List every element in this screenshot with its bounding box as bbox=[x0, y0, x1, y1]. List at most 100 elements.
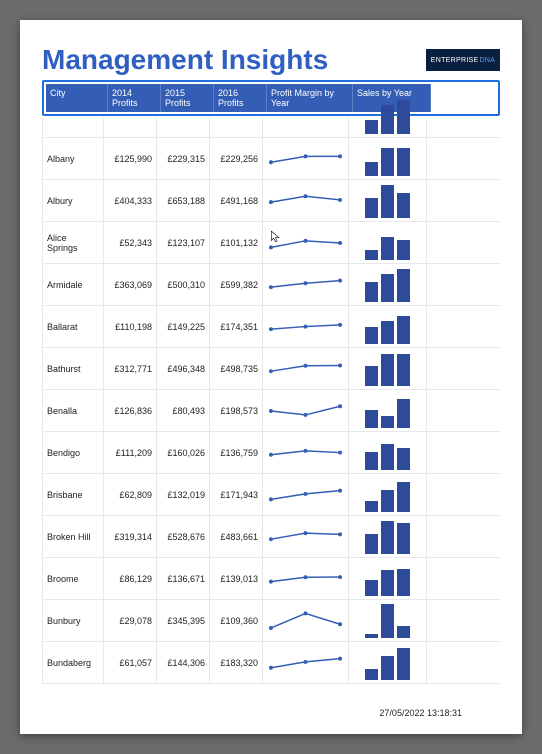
bar bbox=[365, 634, 378, 638]
sparkline-cell bbox=[263, 222, 349, 263]
column-header-p2016[interactable]: 2016 Profits bbox=[214, 84, 267, 112]
profit-2015-cell: £132,019 bbox=[157, 474, 210, 515]
title-row: Management Insights ENTERPRISEDNA bbox=[42, 44, 500, 76]
profit-cell bbox=[104, 118, 157, 137]
bar bbox=[365, 580, 378, 596]
sparkline-cell bbox=[263, 600, 349, 641]
profit-sparkline bbox=[267, 354, 344, 384]
profit-2014-cell: £363,069 bbox=[104, 264, 157, 305]
profit-sparkline bbox=[267, 522, 344, 552]
bar bbox=[397, 626, 410, 638]
bar bbox=[365, 282, 378, 302]
city-cell: Ballarat bbox=[42, 306, 104, 347]
bar bbox=[397, 100, 410, 134]
table-row-clipped bbox=[42, 118, 500, 138]
table-row[interactable]: Broome£86,129£136,671£139,013 bbox=[42, 558, 500, 600]
bars-cell bbox=[349, 642, 427, 683]
table-row[interactable]: Broken Hill£319,314£528,676£483,661 bbox=[42, 516, 500, 558]
profit-2016-cell: £136,759 bbox=[210, 432, 263, 473]
sales-bars bbox=[365, 182, 410, 218]
profit-2015-cell: £229,315 bbox=[157, 138, 210, 179]
bar bbox=[397, 269, 410, 302]
profit-sparkline bbox=[267, 270, 344, 300]
sparkline-cell bbox=[263, 118, 349, 137]
profit-2014-cell: £404,333 bbox=[104, 180, 157, 221]
sparkline-cell bbox=[263, 138, 349, 179]
profit-2016-cell: £101,132 bbox=[210, 222, 263, 263]
logo-badge: ENTERPRISEDNA bbox=[426, 49, 500, 71]
bar bbox=[365, 501, 378, 512]
profit-2016-cell: £229,256 bbox=[210, 138, 263, 179]
profit-2016-cell: £174,351 bbox=[210, 306, 263, 347]
city-cell: Alice Springs bbox=[42, 222, 104, 263]
bars-cell bbox=[349, 180, 427, 221]
bar bbox=[397, 448, 410, 470]
cursor-icon bbox=[269, 230, 283, 244]
sales-bars bbox=[365, 644, 410, 680]
profit-sparkline bbox=[267, 144, 344, 174]
table-row[interactable]: Benalla£126,836£80,493£198,573 bbox=[42, 390, 500, 432]
bars-cell bbox=[349, 348, 427, 389]
bars-cell bbox=[349, 118, 427, 137]
city-cell: Brisbane bbox=[42, 474, 104, 515]
table-row[interactable]: Albury£404,333£653,188£491,168 bbox=[42, 180, 500, 222]
bar bbox=[365, 198, 378, 218]
table-row[interactable]: Bunbury£29,078£345,395£109,360 bbox=[42, 600, 500, 642]
bar bbox=[397, 648, 410, 680]
profit-2014-cell: £126,836 bbox=[104, 390, 157, 431]
profit-2015-cell: £80,493 bbox=[157, 390, 210, 431]
table-row[interactable]: Ballarat£110,198£149,225£174,351 bbox=[42, 306, 500, 348]
table-row[interactable]: Bendigo£111,209£160,026£136,759 bbox=[42, 432, 500, 474]
table-row[interactable]: Bathurst£312,771£496,348£498,735 bbox=[42, 348, 500, 390]
table-row[interactable]: Alice Springs£52,343£123,107£101,132 bbox=[42, 222, 500, 264]
logo-accent: DNA bbox=[480, 57, 496, 64]
bar bbox=[381, 656, 394, 680]
bar bbox=[397, 399, 410, 428]
table-row[interactable]: Armidale£363,069£500,310£599,382 bbox=[42, 264, 500, 306]
profit-2016-cell: £491,168 bbox=[210, 180, 263, 221]
table-row[interactable]: Albany£125,990£229,315£229,256 bbox=[42, 138, 500, 180]
bars-cell bbox=[349, 390, 427, 431]
bar bbox=[381, 444, 394, 470]
table-row[interactable]: Bundaberg£61,057£144,306£183,320 bbox=[42, 642, 500, 684]
table-row[interactable]: Brisbane£62,809£132,019£171,943 bbox=[42, 474, 500, 516]
bar bbox=[381, 237, 394, 260]
profit-2015-cell: £653,188 bbox=[157, 180, 210, 221]
column-header-p2015[interactable]: 2015 Profits bbox=[161, 84, 214, 112]
bar bbox=[381, 185, 394, 218]
profit-sparkline bbox=[267, 438, 344, 468]
sales-bars bbox=[365, 308, 410, 344]
profit-2016-cell: £483,661 bbox=[210, 516, 263, 557]
profit-2014-cell: £86,129 bbox=[104, 558, 157, 599]
column-header-city[interactable]: City bbox=[46, 84, 108, 112]
sparkline-cell bbox=[263, 306, 349, 347]
sales-bars bbox=[365, 518, 410, 554]
city-cell: Broome bbox=[42, 558, 104, 599]
sales-bars bbox=[365, 350, 410, 386]
city-cell: Albury bbox=[42, 180, 104, 221]
profit-2014-cell: £312,771 bbox=[104, 348, 157, 389]
bars-cell bbox=[349, 432, 427, 473]
profit-2016-cell: £198,573 bbox=[210, 390, 263, 431]
column-header-margin[interactable]: Profit Margin by Year bbox=[267, 84, 353, 112]
sales-bars bbox=[365, 560, 410, 596]
bars-cell bbox=[349, 222, 427, 263]
bar bbox=[365, 452, 378, 470]
bar bbox=[381, 354, 394, 386]
profit-sparkline bbox=[267, 396, 344, 426]
sparkline-cell bbox=[263, 474, 349, 515]
sparkline-cell bbox=[263, 180, 349, 221]
bars-cell bbox=[349, 516, 427, 557]
column-header-p2014[interactable]: 2014 Profits bbox=[108, 84, 161, 112]
logo-text: ENTERPRISE bbox=[431, 57, 479, 64]
bars-cell bbox=[349, 474, 427, 515]
bar bbox=[397, 316, 410, 344]
table-header: City2014 Profits2015 Profits2016 Profits… bbox=[46, 84, 496, 112]
profit-2016-cell: £171,943 bbox=[210, 474, 263, 515]
profit-2015-cell: £136,671 bbox=[157, 558, 210, 599]
sales-bars bbox=[365, 98, 410, 134]
sales-bars bbox=[365, 476, 410, 512]
city-cell: Albany bbox=[42, 138, 104, 179]
bar bbox=[381, 490, 394, 512]
profit-sparkline bbox=[267, 564, 344, 594]
